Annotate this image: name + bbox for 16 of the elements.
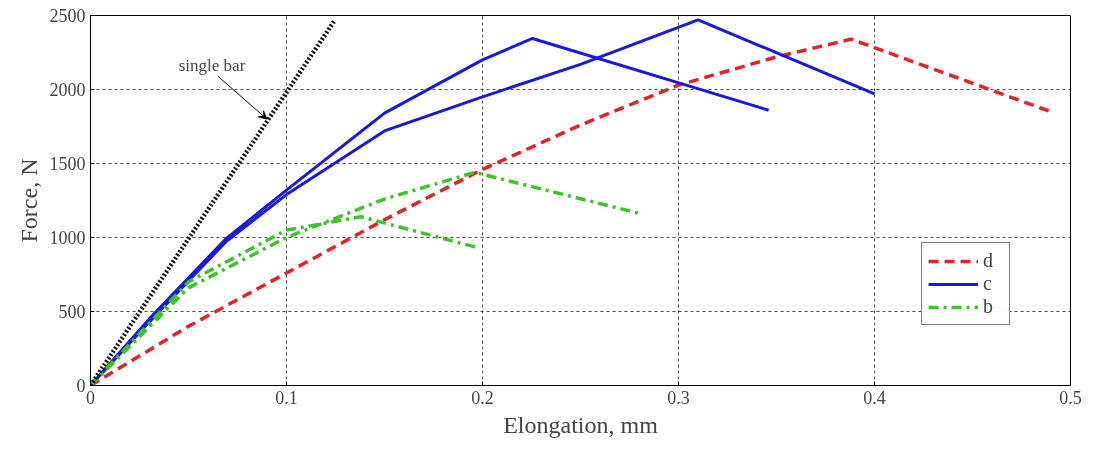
x-tick-label: 0.1 bbox=[275, 387, 298, 408]
y-tick-label: 2500 bbox=[49, 6, 86, 26]
x-tick-label: 0.5 bbox=[1059, 387, 1082, 408]
x-tick-label: 0.2 bbox=[471, 387, 494, 408]
y-axis-title: Force, N bbox=[15, 158, 42, 243]
x-tick-label: 0.4 bbox=[863, 387, 886, 408]
legend-label: b bbox=[983, 295, 994, 318]
y-tick-label: 2000 bbox=[49, 80, 86, 100]
y-tick-label: 1000 bbox=[49, 228, 86, 248]
legend-label: d bbox=[983, 249, 994, 272]
legend-label: c bbox=[983, 272, 993, 295]
x-axis-title: Elongation, mm bbox=[503, 411, 659, 438]
x-tick-label: 0.3 bbox=[667, 387, 690, 408]
annotation: single bar bbox=[178, 55, 246, 75]
y-tick-label: 1500 bbox=[49, 154, 86, 174]
y-tick-label: 500 bbox=[58, 302, 86, 322]
